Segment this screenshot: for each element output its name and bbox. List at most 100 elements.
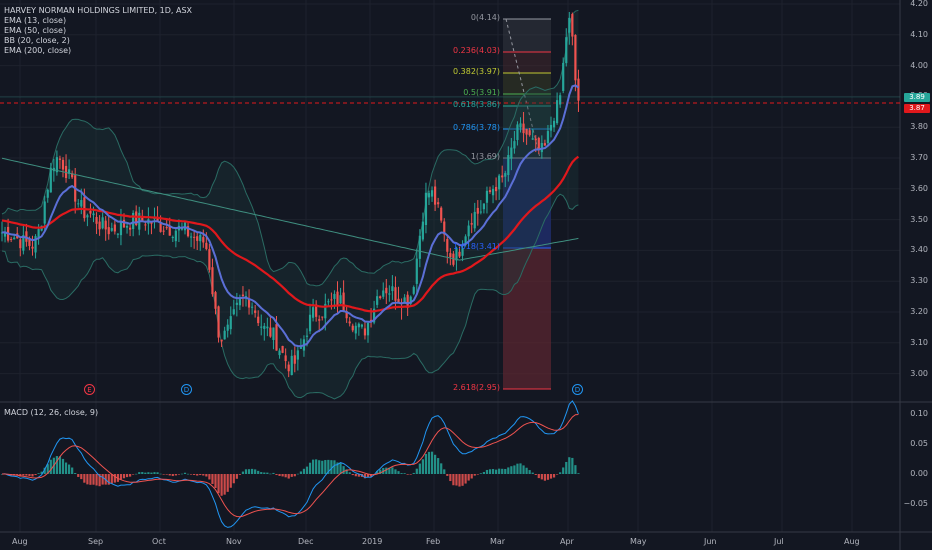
price-tick: 4.20 [910, 0, 928, 8]
fibonacci-retracement[interactable] [0, 18, 900, 390]
time-tick: Aug [844, 537, 860, 546]
legend-ema13[interactable]: EMA (13, close) [4, 16, 67, 25]
candle-body [537, 137, 540, 151]
candle-body [333, 293, 336, 299]
macd-histogram-bar [562, 467, 565, 474]
candle-body [244, 296, 248, 298]
macd-histogram-bar [37, 473, 40, 474]
candle-body [446, 238, 449, 252]
macd-histogram-bar [354, 474, 357, 477]
candle-body [254, 310, 257, 313]
candle-body [543, 143, 546, 146]
macd-histogram-bar [180, 473, 184, 475]
candle-body [55, 157, 58, 173]
legend-ema50[interactable]: EMA (50, close) [4, 26, 67, 35]
macd-histogram-bar [321, 460, 324, 474]
symbol-title[interactable]: HARVEY NORMAN HOLDINGS LIMITED, 1D, ASX [4, 6, 193, 15]
macd-tick: 0.05 [910, 439, 928, 448]
price-tick: 3.40 [910, 245, 928, 255]
macd-histogram-bar [363, 474, 367, 479]
candle-body [86, 215, 89, 218]
candle-body [437, 202, 440, 205]
event-marker-d[interactable]: D [572, 384, 583, 395]
macd-histogram-bar [199, 474, 202, 476]
candle-body [132, 212, 135, 229]
macd-histogram-bar [132, 474, 135, 475]
macd-histogram-bar [315, 459, 318, 474]
macd-histogram-bar [144, 472, 147, 474]
candle-body [153, 218, 156, 220]
macd-histogram-bar [25, 474, 28, 476]
legend-ema200[interactable]: EMA (200, close) [4, 46, 72, 55]
candle-body [357, 323, 360, 328]
indicator-legend: HARVEY NORMAN HOLDINGS LIMITED, 1D, ASX … [4, 6, 192, 56]
candle-body [229, 316, 232, 330]
candle-body [235, 302, 238, 305]
macd-histogram-bar [28, 474, 31, 476]
candle-body [13, 237, 16, 240]
candle-body [43, 201, 46, 224]
macd-histogram-bar [226, 474, 229, 492]
macd-histogram-bar [208, 474, 211, 480]
candle-body [345, 311, 348, 319]
candle-body [577, 78, 580, 101]
candle-body [275, 324, 278, 351]
candle-body [513, 141, 516, 149]
macd-histogram-bar [522, 465, 525, 474]
candle-body [68, 169, 71, 174]
candle-body [272, 327, 275, 341]
candle-body [208, 249, 211, 270]
candle-body [3, 231, 7, 237]
fib-band [503, 73, 551, 94]
macd-histogram-bar [110, 474, 113, 484]
candle-body [443, 221, 446, 235]
candle-body [403, 297, 406, 304]
candle-body [565, 37, 568, 64]
macd-histogram-bar [183, 472, 187, 474]
candle-body [223, 330, 226, 340]
time-tick: 2019 [362, 537, 383, 546]
time-tick: Dec [298, 537, 314, 546]
fib-level-label: 2.618(2.95) [453, 383, 500, 392]
legend-bb[interactable]: BB (20, close, 2) [4, 36, 70, 45]
macd-histogram-bar [235, 474, 238, 479]
candle-body [25, 231, 28, 242]
macd-histogram-bar [266, 472, 269, 474]
macd-histogram-bar [501, 468, 504, 474]
candle-body [186, 226, 190, 237]
macd-histogram-bar [174, 474, 177, 476]
candle-body [135, 211, 138, 226]
macd-legend[interactable]: MACD (12, 26, close, 9) [4, 408, 99, 417]
candle-body [171, 237, 174, 239]
candle-body [217, 306, 220, 338]
macd-histogram-bar [55, 456, 58, 474]
ema50-line [1, 155, 580, 313]
candle-body [174, 230, 177, 242]
macd-histogram-bar [232, 474, 235, 484]
macd-histogram-bar [61, 458, 65, 474]
macd-histogram-bar [171, 474, 174, 477]
candle-body [214, 292, 217, 309]
candle-body [266, 326, 269, 329]
macd-histogram-bar [186, 473, 190, 475]
candle-body [37, 229, 40, 239]
event-marker-e[interactable]: E [84, 384, 95, 395]
candle-body [107, 227, 110, 235]
macd-histogram-bar [446, 474, 449, 476]
event-marker-d[interactable]: D [181, 384, 192, 395]
candle-body [504, 173, 507, 177]
macd-histogram-bar [397, 471, 400, 474]
macd-histogram-bar [119, 474, 123, 480]
macd-histogram-bar [190, 474, 193, 475]
macd-histogram-bar [238, 474, 241, 475]
macd-histogram-bar [440, 463, 443, 474]
candle-body [257, 316, 260, 324]
time-tick: Sep [88, 537, 104, 546]
macd-histogram-bar [71, 467, 74, 474]
candle-body [299, 347, 302, 349]
macd-histogram-bar [205, 474, 208, 477]
candle-body [168, 226, 171, 236]
macd-histogram-bar [415, 468, 418, 474]
macd-histogram-bar [241, 471, 245, 474]
